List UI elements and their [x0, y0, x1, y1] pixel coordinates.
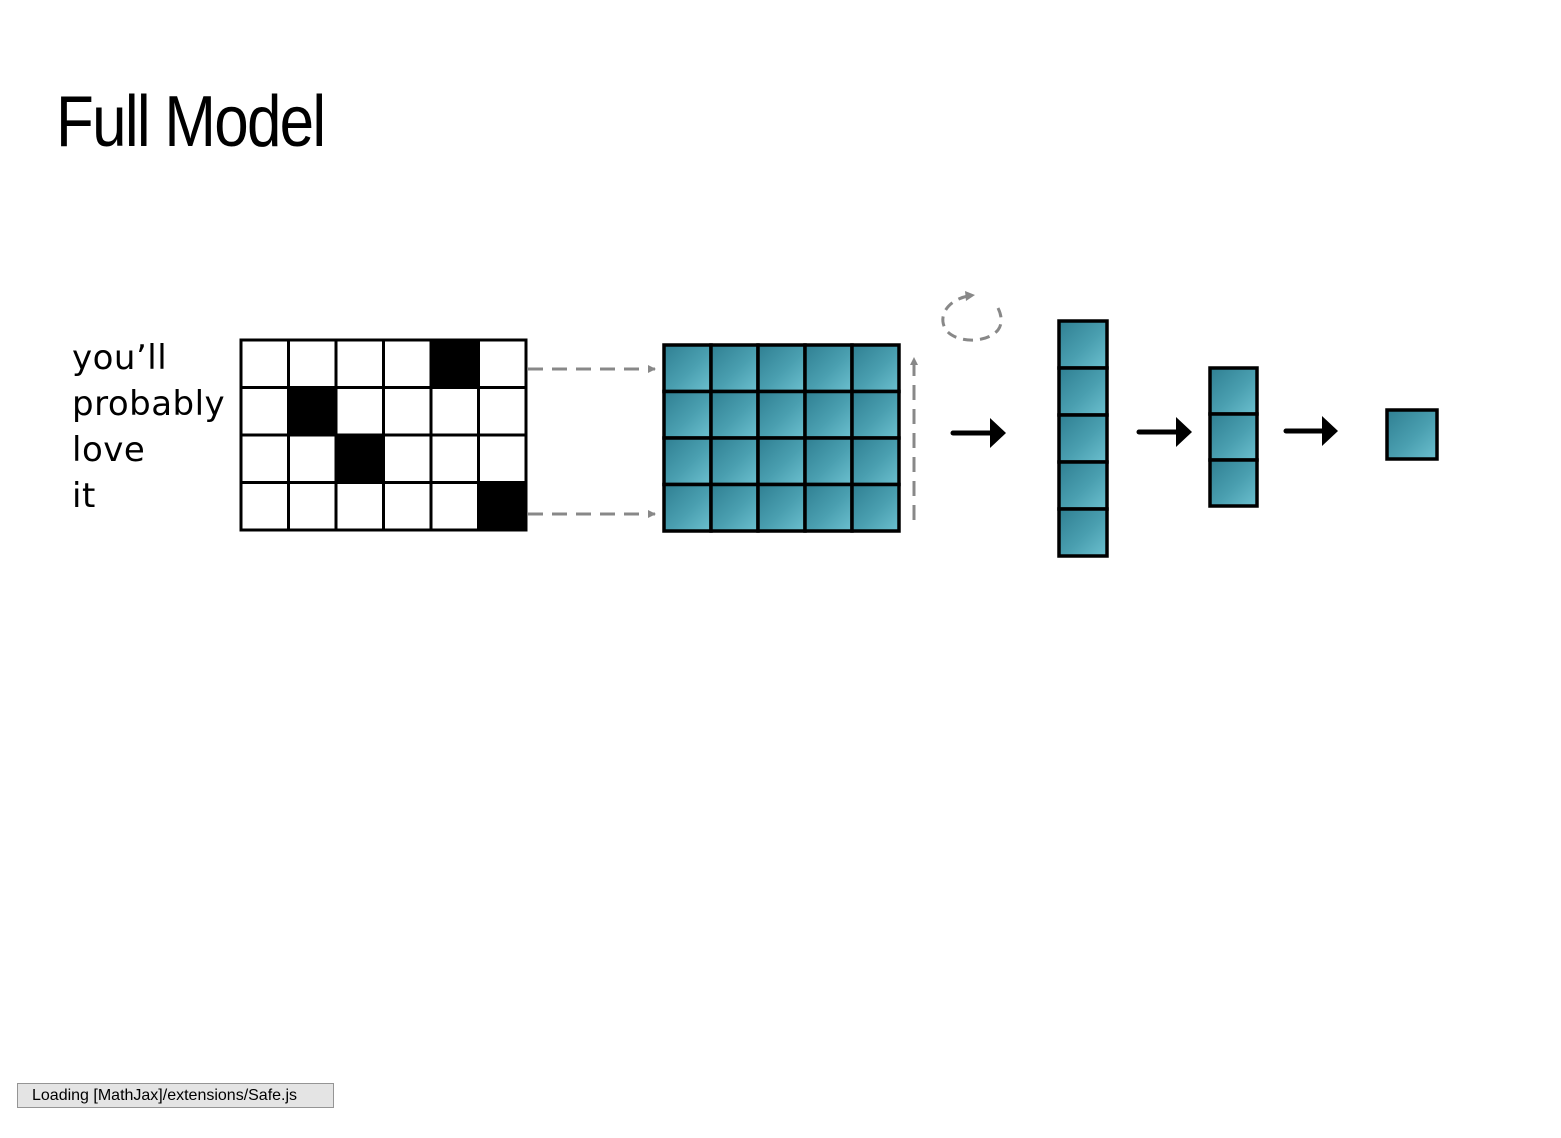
- hidden-unit: [1057, 319, 1109, 370]
- mathjax-status: Loading [MathJax]/extensions/Safe.js: [17, 1083, 334, 1108]
- one-hot-cell-active: [477, 481, 528, 532]
- flow-arrow-head: [990, 418, 1006, 448]
- one-hot-cell: [334, 386, 385, 437]
- embedding-cell: [709, 482, 760, 533]
- embedding-cell: [850, 482, 901, 533]
- one-hot-cell: [382, 386, 433, 437]
- one-hot-cell: [477, 433, 528, 484]
- one-hot-cell: [287, 481, 338, 532]
- input-word-list: you’ll probably love it: [72, 335, 225, 519]
- hidden-unit: [1057, 366, 1109, 417]
- one-hot-cell: [334, 481, 385, 532]
- one-hot-cell: [334, 338, 385, 389]
- hidden-unit: [1057, 460, 1109, 511]
- embedding-cell: [756, 436, 807, 487]
- one-hot-cell-active: [429, 338, 480, 389]
- one-hot-matrix: [239, 338, 528, 532]
- flow-arrow: [950, 418, 1006, 448]
- embedding-matrix: [662, 343, 901, 533]
- one-hot-cell: [382, 481, 433, 532]
- embedding-cell: [850, 436, 901, 487]
- embedding-cell: [709, 436, 760, 487]
- one-hot-cell: [429, 433, 480, 484]
- hidden-unit: [1385, 408, 1439, 461]
- loop-arrowhead: [965, 291, 975, 301]
- input-word: love: [72, 430, 146, 470]
- embedding-cell: [662, 436, 713, 487]
- embedding-cell: [803, 436, 854, 487]
- one-hot-cell: [477, 386, 528, 437]
- lookup-arrows: [528, 357, 918, 520]
- one-hot-cell: [239, 481, 290, 532]
- hidden-unit: [1208, 412, 1259, 462]
- flow-arrow-head: [1322, 416, 1338, 446]
- embedding-cell: [662, 343, 713, 394]
- embedding-cell: [803, 389, 854, 440]
- input-word: you’ll: [72, 338, 168, 378]
- one-hot-cell: [287, 433, 338, 484]
- one-hot-cell: [287, 338, 338, 389]
- loop-dashed-curve: [941, 294, 1003, 342]
- one-hot-cell: [239, 386, 290, 437]
- slide-title: Full Model: [56, 82, 326, 162]
- one-hot-cell-active: [287, 386, 338, 437]
- flow-arrow-head: [1176, 417, 1192, 447]
- input-word: it: [72, 476, 96, 516]
- embedding-cell: [756, 482, 807, 533]
- one-hot-cell: [429, 386, 480, 437]
- embedding-cell: [756, 389, 807, 440]
- one-hot-cell: [429, 481, 480, 532]
- flow-arrow: [1283, 416, 1338, 446]
- embedding-cell: [850, 343, 901, 394]
- embedding-cell: [662, 482, 713, 533]
- one-hot-cell: [382, 338, 433, 389]
- hidden-layers: [1057, 319, 1439, 558]
- embedding-cell: [850, 389, 901, 440]
- input-word: probably: [72, 384, 226, 424]
- one-hot-cell: [477, 338, 528, 389]
- one-hot-cell: [239, 433, 290, 484]
- hidden-unit: [1057, 413, 1109, 464]
- one-hot-cell: [382, 433, 433, 484]
- embedding-cell: [709, 389, 760, 440]
- hidden-unit: [1208, 366, 1259, 416]
- hidden-unit: [1208, 458, 1259, 508]
- one-hot-cell-active: [334, 433, 385, 484]
- recurrence-loop-icon: [941, 291, 1003, 342]
- one-hot-cell: [239, 338, 290, 389]
- flow-arrows: [950, 416, 1338, 448]
- embedding-cell: [803, 343, 854, 394]
- embedding-cell: [803, 482, 854, 533]
- hidden-unit: [1057, 507, 1109, 558]
- embedding-cell: [709, 343, 760, 394]
- flow-arrow: [1136, 417, 1192, 447]
- embedding-cell: [662, 389, 713, 440]
- embedding-cell: [756, 343, 807, 394]
